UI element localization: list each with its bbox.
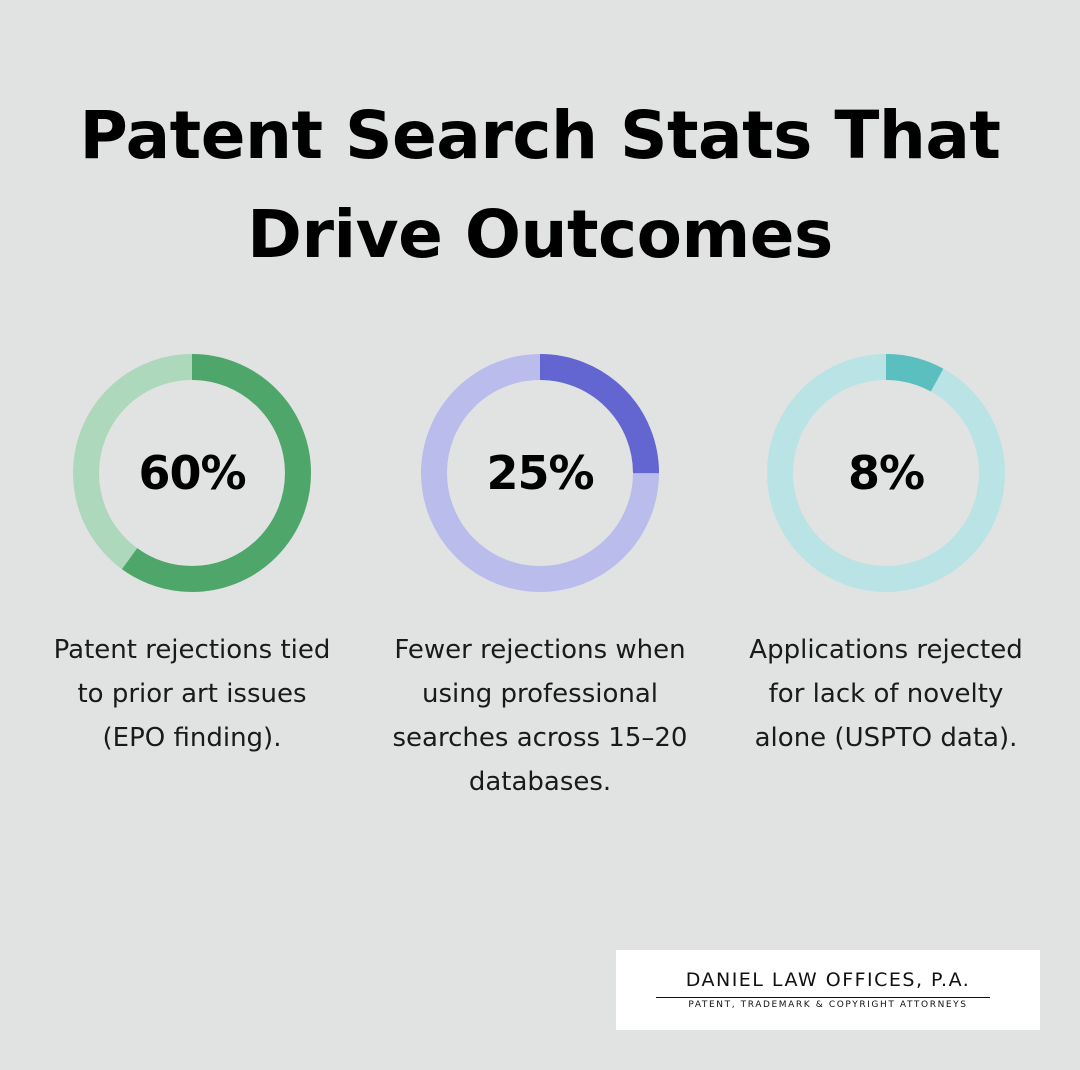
stat-value: 8% — [847, 446, 925, 500]
donut-chart — [73, 354, 311, 592]
donut-value-arc — [73, 354, 311, 592]
page-title-line-2: Drive Outcomes — [247, 196, 833, 273]
donut-value-arc — [767, 354, 1005, 592]
page-title-line-1: Patent Search Stats That — [79, 97, 1001, 174]
stat-value: 60% — [138, 446, 246, 500]
logo-firm-name: DANIEL LAW OFFICES, P.A. — [685, 969, 971, 991]
logo-divider — [656, 997, 990, 998]
stat-value: 25% — [486, 446, 594, 500]
donut-value-arc — [421, 354, 659, 592]
donut-chart — [421, 354, 659, 592]
stat-description: Applications rejected for lack of novelt… — [749, 635, 1023, 753]
firm-logo: DANIEL LAW OFFICES, P.A. PATENT, TRADEMA… — [616, 950, 1040, 1030]
stat-description: Patent rejections tied to prior art issu… — [53, 635, 331, 753]
logo-tagline: PATENT, TRADEMARK & COPYRIGHT ATTORNEYS — [688, 1000, 968, 1010]
stat-description: Fewer rejections when using professional… — [392, 635, 688, 797]
donut-chart — [767, 354, 1005, 592]
